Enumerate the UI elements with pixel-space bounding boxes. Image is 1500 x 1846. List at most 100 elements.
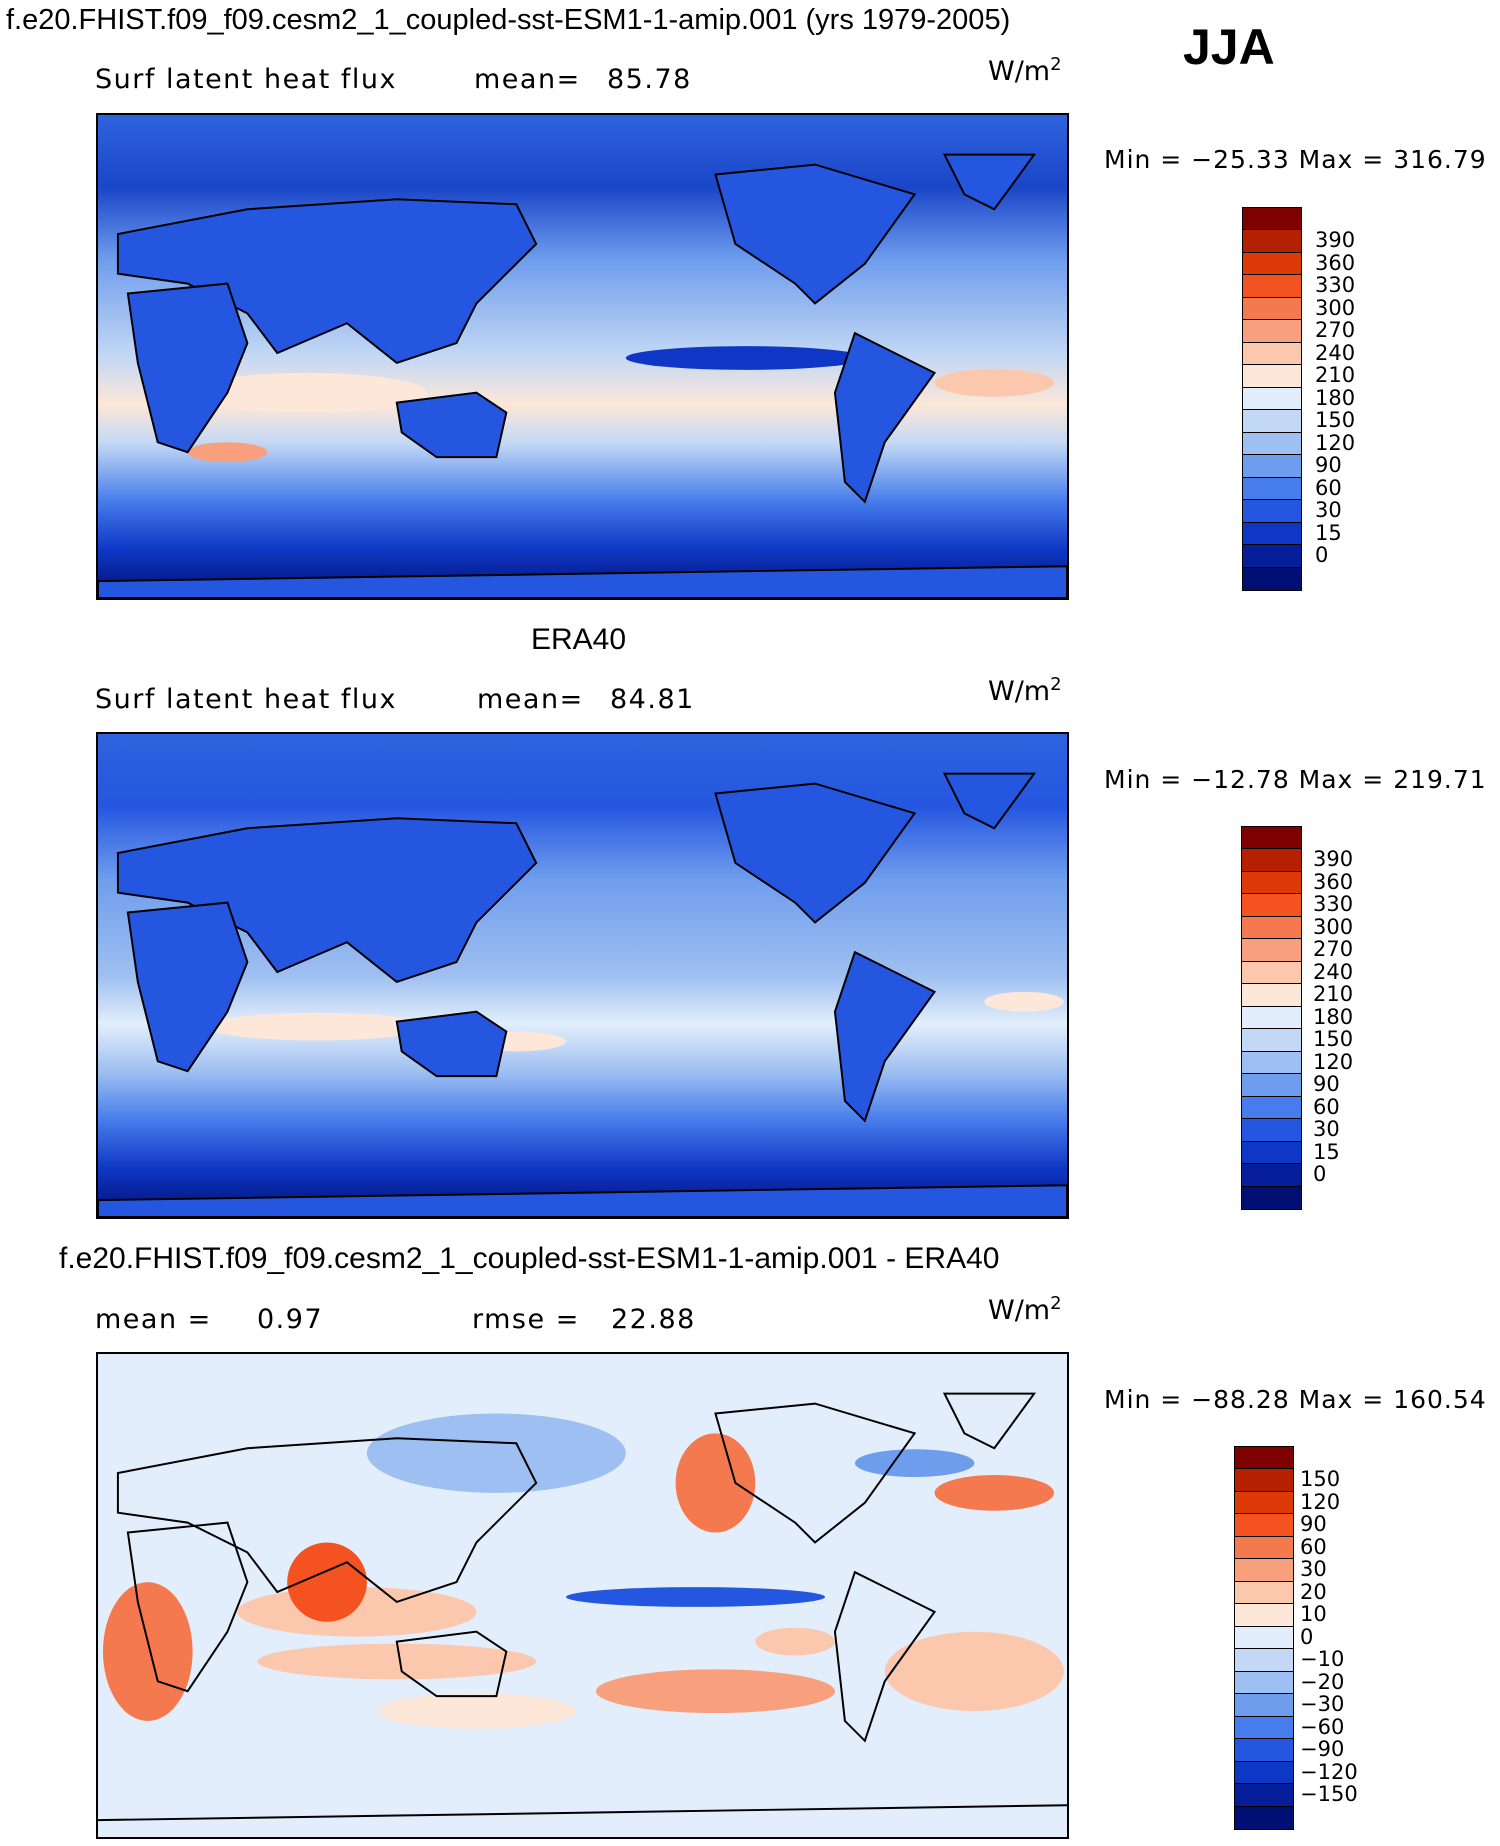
colorbar-tick-label: 300 — [1313, 914, 1354, 939]
colorbar-swatch — [1235, 1491, 1293, 1515]
colorbar-tick-label: 90 — [1313, 1072, 1340, 1097]
colorbar-tick-label: 150 — [1300, 1467, 1341, 1492]
colorbar-tick-label: 210 — [1313, 982, 1354, 1007]
colorbar-swatch — [1243, 342, 1301, 366]
panel3-colorbar-labels: 150 120 90 60 30 20 10 0 −10 −20 −30 −60 −90 −120 −150 — [1300, 1446, 1460, 1830]
colorbar-tick-label: 15 — [1315, 520, 1342, 545]
panel1-mean-label: mean= — [474, 64, 581, 95]
panel3-minmax: Min = −88.28 Max = 160.54 — [1104, 1385, 1487, 1414]
colorbar-tick-label: −90 — [1300, 1737, 1345, 1762]
colorbar-tick-label: 10 — [1300, 1602, 1327, 1627]
colorbar-tick-label: 300 — [1315, 295, 1356, 320]
colorbar-swatch — [1243, 410, 1301, 433]
panel3-units: W/m2 — [988, 1293, 1062, 1326]
colorbar-swatch — [1243, 230, 1301, 253]
panel2-minmax: Min = −12.78 Max = 219.71 — [1104, 765, 1487, 794]
colorbar-swatch — [1242, 1051, 1301, 1075]
colorbar-tick-label: 330 — [1313, 892, 1354, 917]
colorbar-tick-label: 60 — [1300, 1534, 1327, 1559]
colorbar-swatch — [1235, 1761, 1293, 1785]
colorbar-swatch — [1235, 1806, 1293, 1829]
colorbar-tick-label: 120 — [1315, 430, 1356, 455]
colorbar-tick-label: 30 — [1313, 1117, 1340, 1142]
colorbar-swatch — [1235, 1739, 1293, 1762]
colorbar-swatch — [1243, 545, 1301, 568]
colorbar-swatch — [1243, 455, 1301, 478]
panel3-map — [96, 1352, 1069, 1839]
colorbar-tick-label: 90 — [1315, 453, 1342, 478]
season-label: JJA — [1183, 19, 1275, 75]
colorbar-swatch — [1235, 1716, 1293, 1740]
colorbar-tick-label: 390 — [1313, 847, 1354, 872]
panel3-mean-value: 0.97 — [257, 1304, 324, 1335]
colorbar-swatch — [1243, 432, 1301, 456]
panel3-rmse-value: 22.88 — [611, 1304, 696, 1335]
colorbar-swatch — [1242, 849, 1301, 872]
colorbar-tick-label: −60 — [1300, 1714, 1345, 1739]
colorbar-tick-label: 270 — [1313, 937, 1354, 962]
panel3-colorbar — [1234, 1446, 1294, 1830]
colorbar-swatch — [1243, 275, 1301, 298]
panel1-map — [96, 113, 1069, 600]
colorbar-swatch — [1243, 567, 1301, 590]
colorbar-tick-label: 0 — [1315, 543, 1329, 568]
panel2-colorbar-labels: 390 360 330 300 270 240 210 180 150 120 90 60 30 15 0 — [1313, 826, 1453, 1210]
colorbar-swatch — [1242, 1186, 1301, 1209]
panel1-map-field — [98, 115, 1067, 598]
panel1-minmax: Min = −25.33 Max = 316.79 — [1104, 145, 1487, 174]
colorbar-swatch — [1235, 1581, 1293, 1605]
panel2-mean-value: 84.81 — [610, 684, 695, 715]
panel3-rmse-label: rmse = — [472, 1304, 580, 1335]
colorbar-swatch — [1242, 961, 1301, 985]
panel2-map — [96, 732, 1069, 1219]
colorbar-swatch — [1242, 894, 1301, 917]
colorbar-swatch — [1235, 1784, 1293, 1807]
colorbar-tick-label: 0 — [1300, 1624, 1314, 1649]
figure-title: f.e20.FHIST.f09_f09.cesm2_1_coupled-sst-… — [6, 4, 1011, 36]
panel2-units: W/m2 — [988, 674, 1062, 707]
colorbar-tick-label: 330 — [1315, 273, 1356, 298]
colorbar-swatch — [1243, 522, 1301, 546]
colorbar-tick-label: 120 — [1313, 1049, 1354, 1074]
colorbar-swatch — [1243, 208, 1301, 231]
colorbar-tick-label: 150 — [1315, 408, 1356, 433]
panel2-title: ERA40 — [531, 623, 627, 656]
colorbar-swatch — [1243, 297, 1301, 321]
panel1-units: W/m2 — [988, 54, 1062, 87]
colorbar-swatch — [1235, 1694, 1293, 1717]
colorbar-swatch — [1235, 1447, 1293, 1470]
colorbar-swatch — [1242, 984, 1301, 1007]
panel3-title: f.e20.FHIST.f09_f09.cesm2_1_coupled-sst-… — [59, 1242, 1000, 1275]
colorbar-tick-label: −10 — [1300, 1647, 1345, 1672]
colorbar-tick-label: −20 — [1300, 1669, 1345, 1694]
colorbar-tick-label: 0 — [1313, 1162, 1327, 1187]
panel1-mean-value: 85.78 — [607, 64, 692, 95]
colorbar-swatch — [1235, 1514, 1293, 1537]
colorbar-tick-label: −30 — [1300, 1692, 1345, 1717]
colorbar-swatch — [1235, 1469, 1293, 1492]
panel2-map-field — [98, 734, 1067, 1217]
colorbar-swatch — [1235, 1626, 1293, 1650]
colorbar-tick-label: 30 — [1315, 498, 1342, 523]
colorbar-swatch — [1243, 320, 1301, 343]
colorbar-swatch — [1243, 477, 1301, 501]
colorbar-swatch — [1235, 1604, 1293, 1627]
panel1-colorbar-labels: 390 360 330 300 270 240 210 180 150 120 90 60 30 15 0 — [1315, 207, 1455, 591]
colorbar-tick-label: 180 — [1313, 1004, 1354, 1029]
colorbar-tick-label: 210 — [1315, 363, 1356, 388]
panel3-map-field — [98, 1354, 1067, 1837]
colorbar-swatch — [1242, 939, 1301, 962]
colorbar-swatch — [1242, 916, 1301, 940]
panel3-mean-label: mean = — [95, 1304, 212, 1335]
colorbar-swatch — [1242, 1119, 1301, 1142]
colorbar-tick-label: −120 — [1300, 1759, 1358, 1784]
panel1-colorbar — [1242, 207, 1302, 591]
colorbar-swatch — [1243, 252, 1301, 276]
colorbar-tick-label: 90 — [1300, 1512, 1327, 1537]
colorbar-swatch — [1243, 387, 1301, 411]
colorbar-tick-label: 15 — [1313, 1139, 1340, 1164]
colorbar-tick-label: 390 — [1315, 228, 1356, 253]
colorbar-tick-label: 240 — [1313, 959, 1354, 984]
colorbar-tick-label: 240 — [1315, 340, 1356, 365]
panel2-colorbar — [1241, 826, 1302, 1210]
